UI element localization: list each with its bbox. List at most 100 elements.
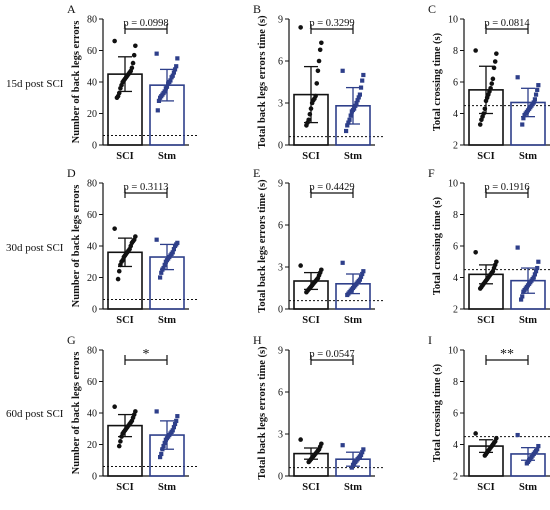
point-stm (520, 122, 525, 127)
point-stm (158, 95, 163, 100)
y-tick-label: 60 (87, 46, 97, 57)
point-stm (171, 425, 176, 430)
point-sci (317, 47, 323, 53)
point-stm (348, 113, 353, 118)
point-sci (304, 289, 309, 295)
panel-letter-e: E (253, 166, 260, 180)
panel-c: C 2 4 6 8 10 Total crossing time (s) SCI Stm p = … (428, 2, 550, 162)
x-tick-label-stm: Stm (158, 315, 176, 326)
panel-letter-d: D (67, 166, 76, 180)
point-sci (115, 276, 121, 282)
point-sci (319, 40, 324, 46)
y-tick-label: 6 (278, 388, 283, 399)
point-stm (166, 81, 171, 86)
y-tick-label: 4 (453, 440, 458, 451)
y-tick-label: 9 (278, 15, 283, 26)
point-stm (360, 78, 365, 83)
point-sci (298, 25, 303, 30)
point-sci (490, 76, 496, 82)
y-tick-label: 3 (278, 263, 283, 274)
point-stm (358, 85, 364, 90)
point-stm (353, 103, 358, 108)
point-sci (482, 453, 488, 458)
point-sci (116, 443, 122, 449)
point-stm (533, 269, 539, 274)
point-sci (112, 226, 117, 231)
point-stm (360, 450, 365, 455)
row-label-15d: 15d post SCI (6, 78, 64, 90)
point-stm (169, 75, 174, 80)
y-tick-label: 6 (453, 409, 458, 420)
point-stm (156, 98, 162, 103)
point-sci (316, 58, 322, 64)
point-stm (361, 447, 366, 452)
point-sci (473, 431, 478, 436)
y-tick-label: 0 (92, 141, 97, 152)
y-tick-label: 40 (87, 242, 97, 253)
y-tick-label: 0 (92, 305, 97, 316)
point-sci (489, 81, 495, 86)
panel-letter-g: G (67, 333, 76, 347)
point-sci (118, 86, 123, 91)
y-tick-label: 3 (278, 99, 283, 110)
point-stm (175, 56, 180, 61)
y-tick-label: 0 (278, 305, 283, 316)
sig-label: p = 0.1916 (484, 182, 529, 193)
point-stm (515, 75, 520, 80)
panel-b: B 0 3 6 9 Total back legs errors time (s) SCI S… (253, 2, 385, 162)
y-axis-label: Total crossing time (s) (432, 32, 443, 131)
panel-letter-c: C (428, 2, 436, 16)
sig-label: ** (500, 347, 514, 362)
point-stm (522, 112, 527, 118)
point-stm (155, 108, 160, 113)
y-tick-label: 6 (453, 242, 458, 253)
y-axis-label: Total crossing time (s) (432, 363, 443, 462)
y-axis-label: Total back legs errors time (s) (257, 15, 268, 149)
y-tick-label: 0 (92, 472, 97, 483)
x-tick-label-stm: Stm (519, 151, 537, 162)
point-stm (154, 237, 159, 242)
point-stm (350, 462, 356, 467)
x-tick-label-sci: SCI (116, 482, 134, 493)
point-stm (154, 409, 159, 414)
y-tick-label: 6 (278, 221, 283, 232)
point-stm (340, 443, 345, 448)
point-sci (308, 106, 314, 111)
sig-label: p = 0.0547 (309, 349, 354, 360)
point-stm (174, 418, 179, 423)
panel-a: A 0 20 40 60 80 Number of back legs errors SCI S… (67, 2, 199, 162)
point-stm (521, 289, 526, 294)
point-sci (477, 122, 483, 127)
x-tick-label-sci: SCI (302, 482, 320, 493)
x-tick-label-stm: Stm (158, 151, 176, 162)
point-sci (298, 263, 303, 268)
point-stm (163, 259, 168, 264)
point-stm (519, 297, 524, 302)
point-sci (492, 59, 498, 64)
y-axis-label: Total crossing time (s) (432, 196, 443, 295)
point-stm (520, 294, 525, 299)
y-tick-label: 3 (278, 430, 283, 441)
y-tick-label: 60 (87, 210, 97, 221)
sig-label: p = 0.0814 (484, 18, 530, 29)
point-sci (491, 65, 497, 71)
y-tick-label: 2 (453, 305, 458, 316)
point-stm (535, 87, 540, 92)
point-stm (536, 259, 541, 264)
point-stm (347, 117, 352, 122)
x-tick-label-stm: Stm (344, 482, 362, 493)
point-stm (158, 275, 163, 280)
sig-label: p = 0.3113 (124, 182, 169, 193)
y-tick-label: 80 (87, 179, 97, 190)
point-sci (116, 268, 122, 274)
point-sci (131, 52, 137, 58)
point-stm (172, 243, 178, 249)
point-stm (171, 70, 176, 75)
point-sci (479, 117, 484, 123)
point-stm (172, 421, 178, 427)
x-tick-label-sci: SCI (116, 151, 134, 162)
y-axis-label: Total back legs errors time (s) (257, 346, 268, 480)
point-stm (521, 116, 526, 121)
point-stm (171, 247, 176, 252)
point-stm (158, 455, 163, 460)
